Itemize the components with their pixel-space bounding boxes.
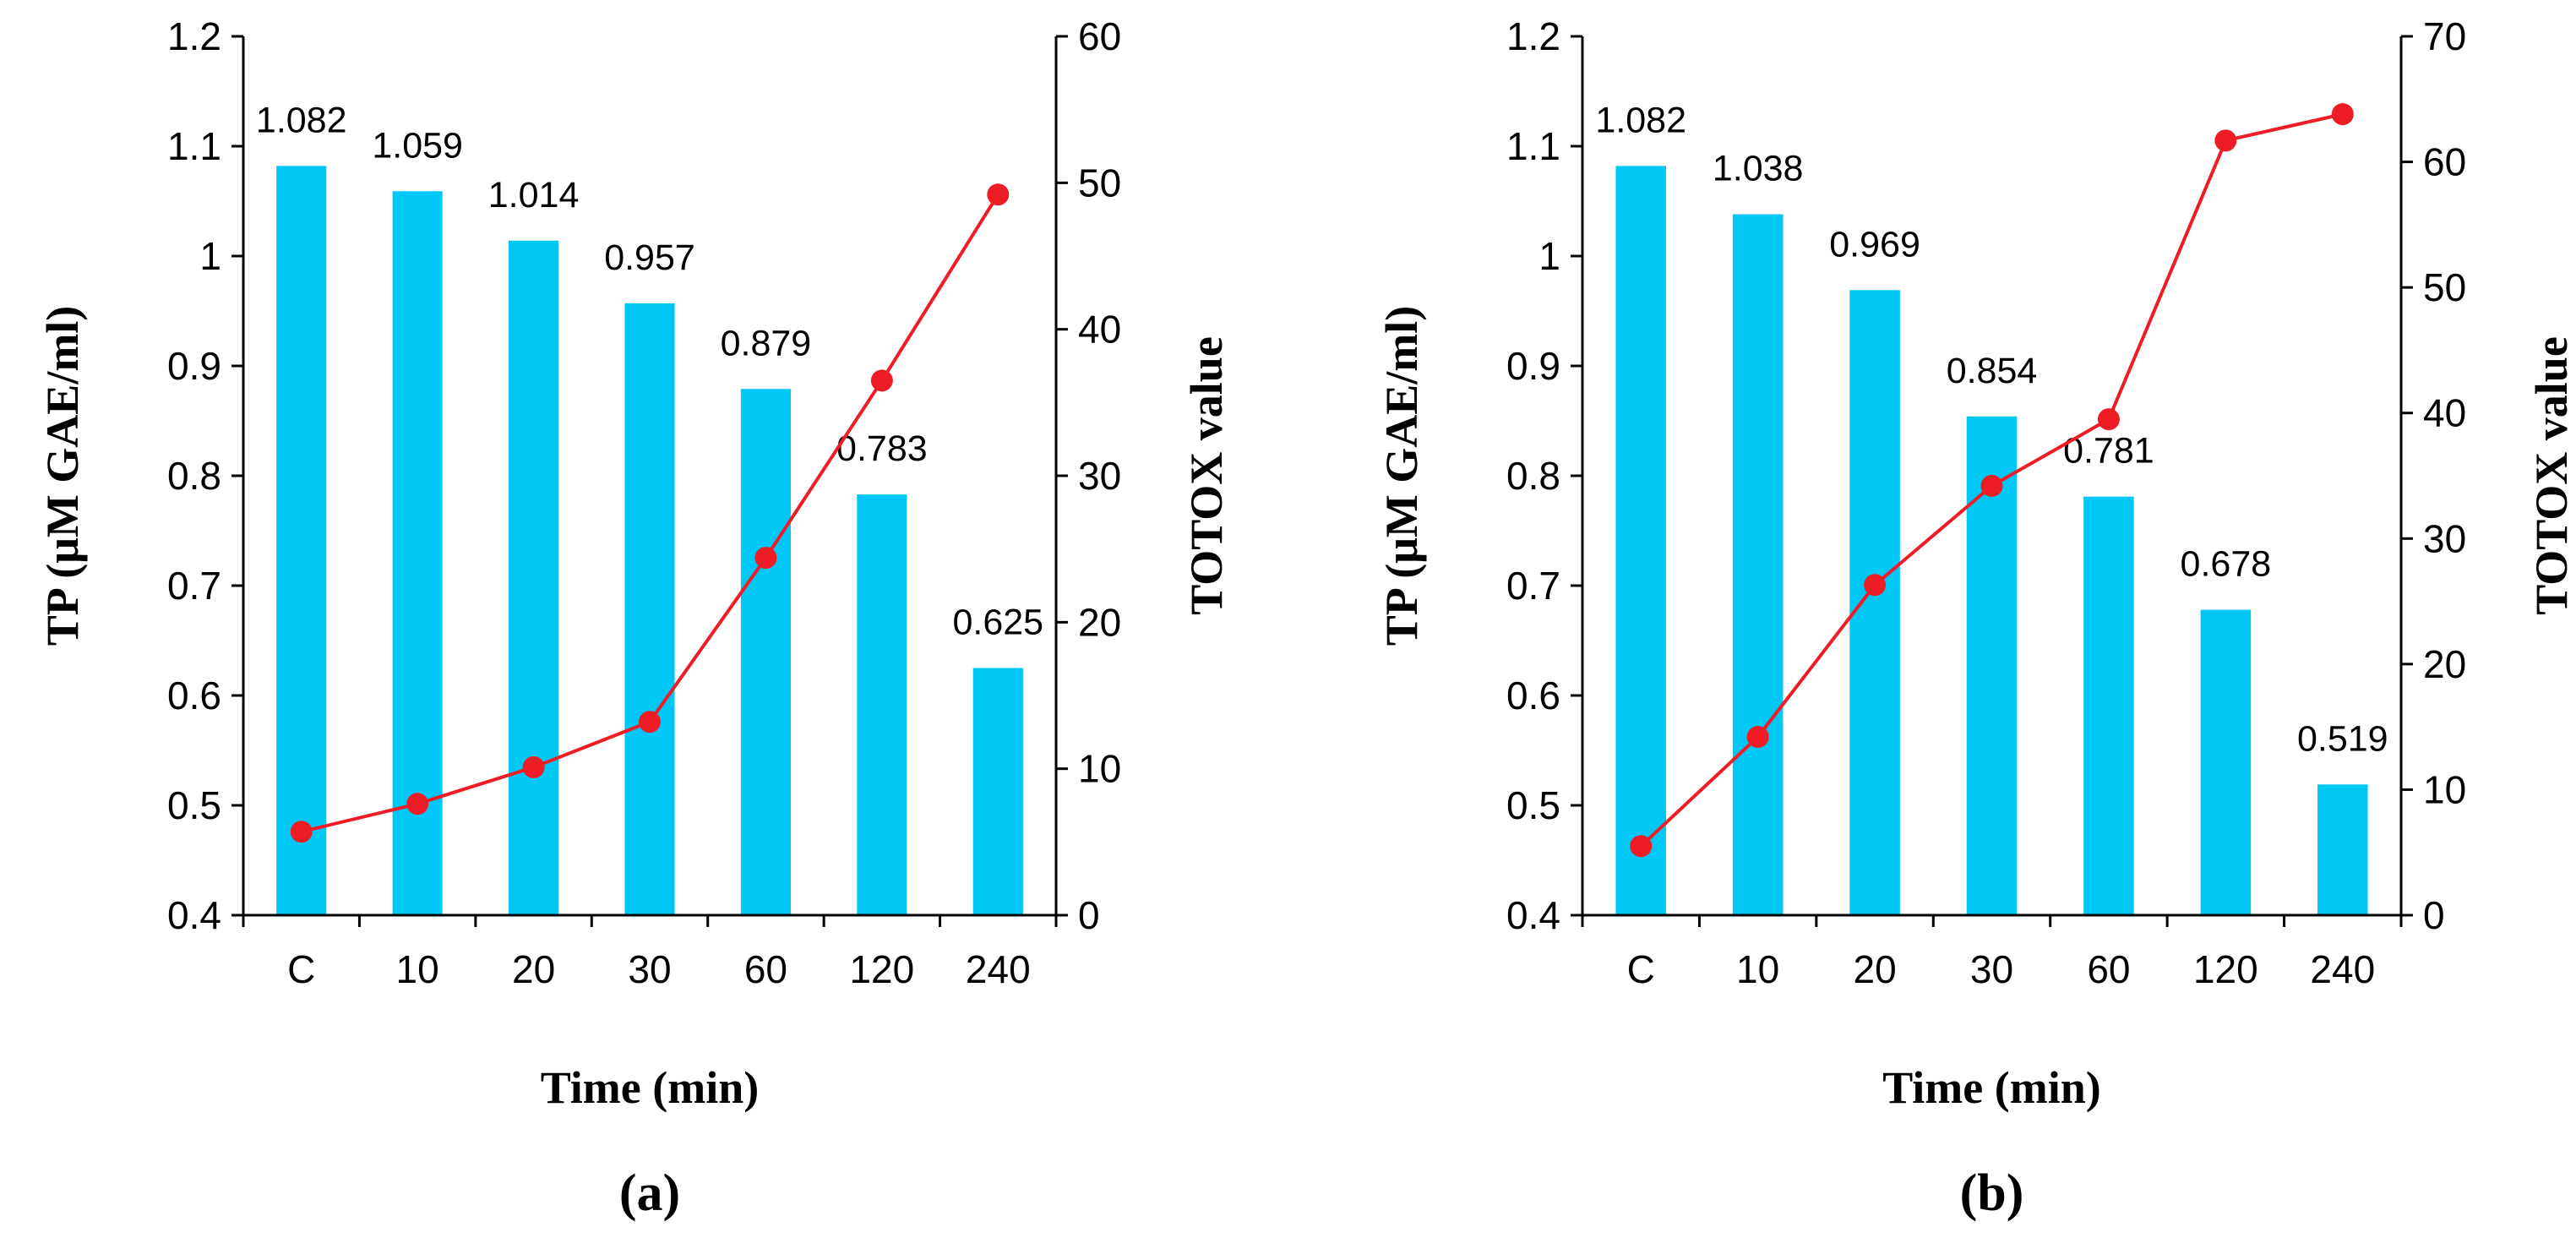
right-y-tick-label: 40 [2423, 391, 2466, 435]
tp-bar-20 [1849, 290, 1900, 915]
totox-point-20 [1864, 574, 1887, 597]
left-y-tick-label: 0.5 [167, 783, 221, 827]
right-y-tick-label: 20 [1078, 600, 1121, 644]
bar-data-label: 1.082 [256, 100, 347, 140]
panel-label: (b) [1960, 1164, 2024, 1222]
bar-data-label: 0.854 [1947, 351, 2038, 391]
totox-point-120 [2214, 129, 2237, 152]
tp-bar-20 [509, 240, 559, 915]
bar-data-label: 1.014 [488, 175, 580, 215]
x-tick-label: C [287, 947, 315, 991]
left-y-tick-label: 0.6 [167, 674, 221, 717]
right-y-tick-label: 0 [2423, 893, 2445, 937]
left-y-tick-label: 1.1 [1506, 124, 1560, 168]
totox-point-60 [2097, 408, 2120, 431]
tp-bar-120 [2200, 609, 2252, 915]
totox-point-C [290, 821, 313, 843]
left-y-tick-label: 0.8 [1506, 454, 1560, 498]
right-y-tick-label: 30 [1078, 454, 1121, 498]
panel-label: (a) [619, 1164, 680, 1222]
left-y-tick-label: 1 [1539, 234, 1560, 278]
left-y-tick-label: 0.7 [167, 564, 221, 608]
bar-data-label: 0.625 [952, 603, 1043, 643]
right-y-tick-label: 20 [2423, 642, 2466, 686]
tp-bar-60 [740, 389, 791, 915]
left-y-tick-label: 0.8 [167, 454, 221, 498]
bar-data-label: 0.783 [836, 428, 928, 469]
tp-bar-240 [972, 668, 1023, 915]
left-y-tick-label: 0.9 [167, 344, 221, 388]
totox-point-30 [639, 711, 661, 734]
x-tick-label: C [1627, 947, 1655, 991]
right-y-tick-label: 60 [1078, 14, 1121, 58]
x-tick-label: 20 [1853, 947, 1896, 991]
totox-point-60 [754, 547, 777, 570]
left-y-tick-label: 1.1 [167, 124, 221, 168]
bar-data-label: 1.082 [1595, 100, 1686, 140]
x-tick-label: 120 [849, 947, 914, 991]
bar-data-label: 0.879 [721, 323, 812, 363]
right-y-tick-label: 50 [2423, 265, 2466, 309]
totox-point-240 [2331, 103, 2354, 126]
x-tick-label: 10 [1736, 947, 1779, 991]
left-y-tick-label: 0.4 [167, 893, 221, 937]
x-axis-title: Time (min) [541, 1062, 759, 1113]
left-y-tick-label: 1 [199, 234, 221, 278]
x-tick-label: 30 [628, 947, 671, 991]
left-y-axis-title: TP (μM GAE/ml) [37, 306, 88, 646]
x-tick-label: 60 [744, 947, 787, 991]
left-y-tick-label: 0.4 [1506, 893, 1560, 937]
totox-point-240 [987, 183, 1010, 206]
x-tick-label: 20 [512, 947, 555, 991]
left-y-axis-title: TP (μM GAE/ml) [1376, 306, 1427, 646]
right-y-tick-label: 70 [2423, 14, 2466, 58]
right-y-axis-title: TOTOX value [2526, 336, 2576, 615]
tp-bar-C [276, 166, 327, 915]
totox-point-10 [1746, 726, 1769, 749]
tp-bar-120 [857, 494, 907, 915]
x-axis-title: Time (min) [1882, 1062, 2100, 1113]
x-tick-label: 120 [2193, 947, 2258, 991]
x-tick-label: 240 [2310, 947, 2375, 991]
left-y-tick-label: 0.5 [1506, 783, 1560, 827]
totox-point-C [1630, 835, 1653, 858]
bar-data-label: 0.969 [1829, 224, 1920, 265]
right-y-tick-label: 60 [2423, 140, 2466, 184]
right-y-tick-label: 40 [1078, 308, 1121, 352]
tp-bar-10 [1732, 214, 1784, 916]
right-y-tick-label: 10 [2423, 767, 2466, 811]
left-y-tick-label: 0.9 [1506, 344, 1560, 388]
bar-data-label: 0.957 [604, 237, 695, 278]
right-y-tick-label: 10 [1078, 747, 1121, 791]
right-y-axis-title: TOTOX value [1181, 336, 1232, 615]
left-y-tick-label: 0.7 [1506, 564, 1560, 608]
bar-data-label: 0.678 [2181, 544, 2272, 585]
left-y-tick-label: 1.2 [167, 14, 221, 58]
left-y-tick-label: 0.6 [1506, 674, 1560, 717]
x-tick-label: 60 [2087, 947, 2130, 991]
tp-bar-60 [2083, 496, 2134, 915]
bar-data-label: 1.038 [1713, 149, 1804, 189]
totox-point-30 [1980, 474, 2003, 497]
right-y-tick-label: 30 [2423, 516, 2466, 560]
totox-point-20 [522, 755, 545, 778]
right-y-tick-label: 50 [1078, 161, 1121, 205]
tp-bar-30 [624, 303, 675, 915]
x-tick-label: 240 [966, 947, 1031, 991]
x-tick-label: 10 [396, 947, 439, 991]
tp-bar-C [1615, 166, 1666, 915]
x-tick-label: 30 [1970, 947, 2013, 991]
left-y-tick-label: 1.2 [1506, 14, 1560, 58]
bar-data-label: 0.519 [2297, 718, 2388, 759]
right-y-tick-label: 0 [1078, 893, 1100, 937]
bar-data-label: 1.059 [372, 125, 463, 166]
totox-point-10 [406, 793, 429, 815]
tp-bar-240 [2317, 784, 2368, 915]
totox-point-120 [870, 369, 893, 392]
